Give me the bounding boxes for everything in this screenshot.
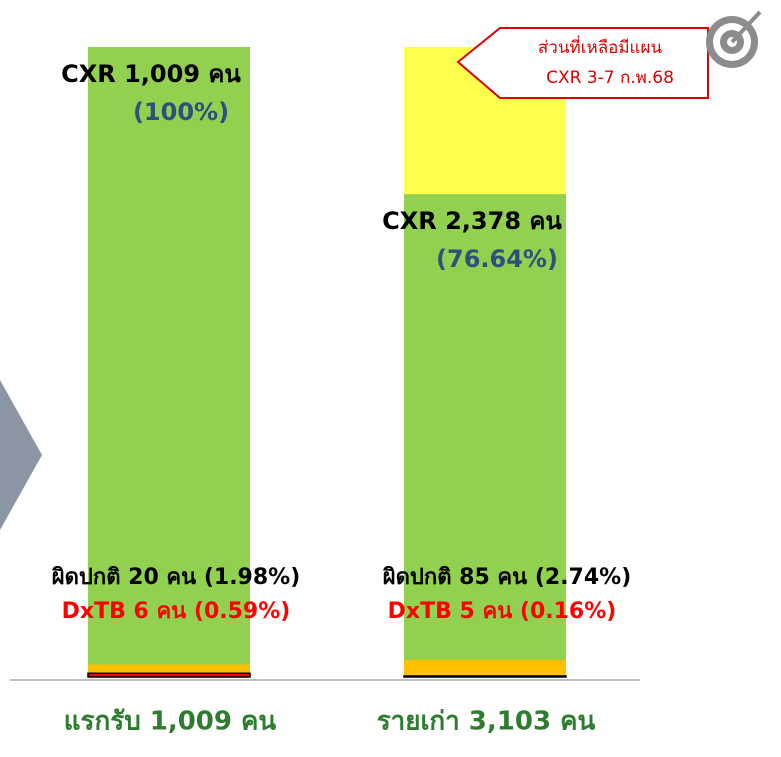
bar: [404, 660, 566, 677]
value-label: (100%): [133, 98, 229, 126]
chart: CXR 1,009 คน (100%) ผิดปกติ 20 คน (1.98%) D…: [0, 0, 781, 757]
target-icon: [706, 12, 760, 68]
callout-text: ส่วนที่เหลือมีแผน: [538, 35, 663, 58]
bar: [88, 673, 250, 677]
x-tick-label: แรกรับ 1,009 คน: [64, 707, 277, 737]
data-label: CXR 2,378 คน: [382, 207, 562, 235]
value-label: ผิดปกติ 85 คน (2.74%): [383, 565, 632, 590]
bar: [404, 676, 566, 677]
value-label: (76.64%): [436, 245, 558, 273]
decor-image: [0, 380, 42, 530]
value-label: ผิดปกติ 20 คน (1.98%): [52, 565, 301, 590]
x-tick-label: รายเก่า 3,103 คน: [377, 707, 596, 737]
callout-text: CXR 3-7 ก.พ.68: [546, 68, 674, 88]
value-label: DxTB 5 คน (0.16%): [388, 599, 617, 624]
data-label: CXR 1,009 คน: [61, 60, 241, 88]
value-label: DxTB 6 คน (0.59%): [62, 599, 291, 624]
